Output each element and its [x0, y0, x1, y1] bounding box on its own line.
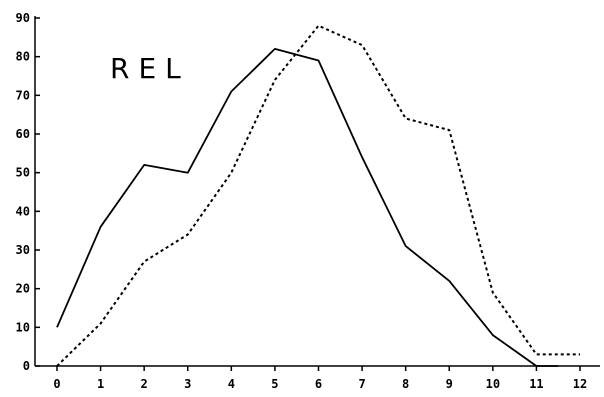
x-tick-label: 7 [358, 377, 365, 391]
y-tick-label: 40 [16, 204, 30, 218]
x-tick-label: 11 [529, 377, 543, 391]
y-tick-label: 60 [16, 127, 30, 141]
x-tick-label: 2 [141, 377, 148, 391]
y-tick-label: 0 [23, 359, 30, 373]
y-tick-label: 50 [16, 166, 30, 180]
x-tick-label: 6 [315, 377, 322, 391]
x-tick-label: 4 [228, 377, 235, 391]
y-tick-label: 10 [16, 320, 30, 334]
x-tick-label: 9 [446, 377, 453, 391]
x-tick-label: 3 [184, 377, 191, 391]
x-tick-label: 1 [97, 377, 104, 391]
series-layer [56, 24, 580, 367]
x-tick-label: 12 [573, 377, 587, 391]
y-tick-label: 80 [16, 50, 30, 64]
y-tick-label: 20 [16, 282, 30, 296]
series-solid-line [56, 48, 559, 367]
x-tick-label: 0 [53, 377, 60, 391]
y-tick-label: 90 [16, 11, 30, 25]
y-tick-label: 70 [16, 88, 30, 102]
x-tick-label: 5 [271, 377, 278, 391]
chart-title: REL [110, 52, 190, 85]
y-tick-label: 30 [16, 243, 30, 257]
series-dotted-line [56, 24, 580, 367]
x-tick-label: 10 [486, 377, 500, 391]
x-tick-label: 8 [402, 377, 409, 391]
